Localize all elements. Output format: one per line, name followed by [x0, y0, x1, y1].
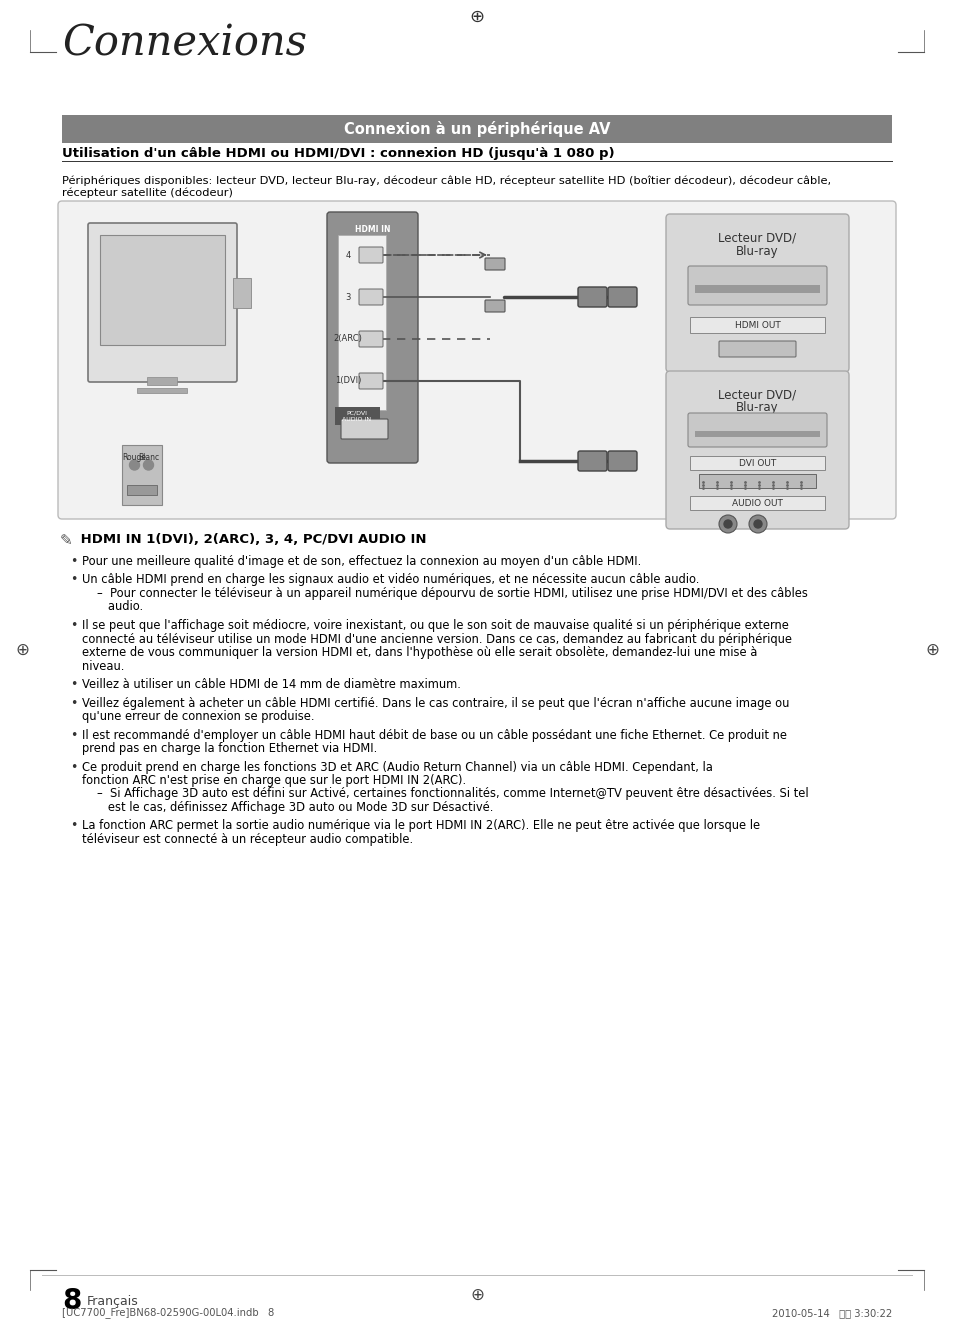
Text: •: •: [70, 620, 77, 631]
FancyBboxPatch shape: [665, 371, 848, 528]
Text: ⊕: ⊕: [15, 641, 29, 659]
Text: Connexions: Connexions: [62, 22, 307, 65]
Bar: [335, 407, 379, 425]
Text: 1(DVI): 1(DVI): [335, 376, 361, 386]
Text: 2(ARC): 2(ARC): [334, 334, 362, 343]
Text: téléviseur est connecté à un récepteur audio compatible.: téléviseur est connecté à un récepteur a…: [82, 834, 413, 845]
Text: DVI OUT: DVI OUT: [739, 458, 776, 468]
FancyBboxPatch shape: [699, 474, 815, 487]
Text: Rouge: Rouge: [122, 453, 147, 462]
Bar: [695, 285, 820, 293]
Circle shape: [130, 460, 139, 470]
Text: La fonction ARC permet la sortie audio numérique via le port HDMI IN 2(ARC). Ell: La fonction ARC permet la sortie audio n…: [82, 819, 760, 832]
Text: •: •: [70, 696, 77, 709]
Text: prend pas en charge la fonction Ethernet via HDMI.: prend pas en charge la fonction Ethernet…: [82, 742, 376, 756]
Bar: [233, 277, 251, 308]
FancyBboxPatch shape: [607, 287, 637, 306]
Text: niveau.: niveau.: [82, 659, 124, 672]
Text: 4: 4: [345, 251, 351, 259]
Text: ⊕: ⊕: [469, 8, 484, 26]
FancyBboxPatch shape: [358, 332, 382, 347]
Bar: [689, 495, 824, 510]
Text: Pour une meilleure qualité d'image et de son, effectuez la connexion au moyen d': Pour une meilleure qualité d'image et de…: [82, 555, 640, 568]
FancyBboxPatch shape: [58, 201, 895, 519]
Text: •: •: [70, 819, 77, 832]
Bar: [148, 376, 177, 384]
Bar: [100, 235, 225, 345]
FancyBboxPatch shape: [358, 247, 382, 263]
Text: –  Si Affichage 3D auto est défini sur Activé, certaines fonctionnalités, comme : – Si Affichage 3D auto est défini sur Ac…: [97, 787, 808, 801]
Circle shape: [753, 520, 761, 528]
Text: Il est recommandé d'employer un câble HDMI haut débit de base ou un câble posséd: Il est recommandé d'employer un câble HD…: [82, 728, 786, 741]
Text: externe de vous communiquer la version HDMI et, dans l'hypothèse où elle serait : externe de vous communiquer la version H…: [82, 646, 757, 659]
FancyBboxPatch shape: [719, 341, 795, 357]
Text: ⊕: ⊕: [924, 641, 938, 659]
Text: Ce produit prend en charge les fonctions 3D et ARC (Audio Return Channel) via un: Ce produit prend en charge les fonctions…: [82, 761, 712, 774]
Text: récepteur satellite (décodeur): récepteur satellite (décodeur): [62, 188, 233, 198]
FancyBboxPatch shape: [88, 223, 236, 382]
Text: •: •: [70, 555, 77, 568]
Text: Veillez également à acheter un câble HDMI certifié. Dans le cas contraire, il se: Veillez également à acheter un câble HDM…: [82, 696, 788, 709]
Text: •: •: [70, 728, 77, 741]
FancyBboxPatch shape: [340, 419, 388, 439]
Bar: [62, 115, 891, 143]
Text: audio.: audio.: [97, 601, 143, 613]
Bar: [122, 445, 162, 505]
Text: Périphériques disponibles: lecteur DVD, lecteur Blu-ray, décodeur câble HD, réce: Périphériques disponibles: lecteur DVD, …: [62, 174, 830, 185]
Text: HDMI IN 1(DVI), 2(ARC), 3, 4, PC/DVI AUDIO IN: HDMI IN 1(DVI), 2(ARC), 3, 4, PC/DVI AUD…: [76, 532, 426, 546]
Text: •: •: [70, 761, 77, 774]
Text: fonction ARC n'est prise en charge que sur le port HDMI IN 2(ARC).: fonction ARC n'est prise en charge que s…: [82, 774, 466, 787]
Text: Un câble HDMI prend en charge les signaux audio et vidéo numériques, et ne néces: Un câble HDMI prend en charge les signau…: [82, 573, 699, 587]
FancyBboxPatch shape: [327, 211, 417, 462]
Bar: [128, 485, 157, 495]
Text: ⊕: ⊕: [470, 1287, 483, 1304]
Text: Utilisation d'un câble HDMI ou HDMI/DVI : connexion HD (jusqu'à 1 080 p): Utilisation d'un câble HDMI ou HDMI/DVI …: [62, 147, 614, 160]
Text: Blu-ray: Blu-ray: [736, 244, 778, 258]
Circle shape: [748, 515, 766, 532]
Text: Lecteur DVD/: Lecteur DVD/: [718, 388, 796, 402]
Text: AUDIO OUT: AUDIO OUT: [731, 498, 782, 507]
Text: Lecteur DVD/: Lecteur DVD/: [718, 231, 796, 244]
Bar: [689, 456, 824, 470]
Bar: [137, 388, 188, 394]
Text: qu'une erreur de connexion se produise.: qu'une erreur de connexion se produise.: [82, 709, 314, 723]
Text: 2010-05-14   오후 3:30:22: 2010-05-14 오후 3:30:22: [771, 1308, 891, 1318]
FancyBboxPatch shape: [358, 373, 382, 388]
FancyBboxPatch shape: [687, 413, 826, 446]
Bar: [695, 431, 820, 437]
Text: Blanc: Blanc: [138, 453, 159, 462]
FancyBboxPatch shape: [578, 287, 606, 306]
FancyBboxPatch shape: [687, 266, 826, 305]
Circle shape: [719, 515, 737, 532]
Text: PC/DVI
AUDIO IN: PC/DVI AUDIO IN: [342, 411, 371, 421]
Text: Veillez à utiliser un câble HDMI de 14 mm de diamètre maximum.: Veillez à utiliser un câble HDMI de 14 m…: [82, 678, 460, 691]
Text: 8: 8: [62, 1287, 81, 1314]
Text: ✎: ✎: [60, 532, 72, 548]
Text: Français: Français: [87, 1295, 138, 1308]
Text: [UC7700_Fre]BN68-02590G-00L04.indb   8: [UC7700_Fre]BN68-02590G-00L04.indb 8: [62, 1308, 274, 1318]
Circle shape: [723, 520, 731, 528]
Text: HDMI OUT: HDMI OUT: [734, 321, 780, 329]
Bar: [689, 317, 824, 333]
Text: HDMI IN: HDMI IN: [355, 225, 390, 234]
Text: –  Pour connecter le téléviseur à un appareil numérique dépourvu de sortie HDMI,: – Pour connecter le téléviseur à un appa…: [97, 587, 807, 600]
Bar: [337, 235, 386, 410]
Text: connecté au téléviseur utilise un mode HDMI d'une ancienne version. Dans ce cas,: connecté au téléviseur utilise un mode H…: [82, 633, 791, 646]
Text: •: •: [70, 573, 77, 587]
FancyBboxPatch shape: [607, 450, 637, 472]
Text: Connexion à un périphérique AV: Connexion à un périphérique AV: [343, 122, 610, 137]
FancyBboxPatch shape: [484, 258, 504, 269]
Text: Il se peut que l'affichage soit médiocre, voire inexistant, ou que le son soit d: Il se peut que l'affichage soit médiocre…: [82, 620, 788, 631]
Text: est le cas, définissez Affichage 3D auto ou Mode 3D sur Désactivé.: est le cas, définissez Affichage 3D auto…: [97, 801, 493, 814]
Text: 3: 3: [345, 292, 351, 301]
Circle shape: [143, 460, 153, 470]
FancyBboxPatch shape: [358, 289, 382, 305]
Text: •: •: [70, 678, 77, 691]
Text: Blu-ray: Blu-ray: [736, 402, 778, 415]
FancyBboxPatch shape: [484, 300, 504, 312]
FancyBboxPatch shape: [578, 450, 606, 472]
FancyBboxPatch shape: [665, 214, 848, 373]
